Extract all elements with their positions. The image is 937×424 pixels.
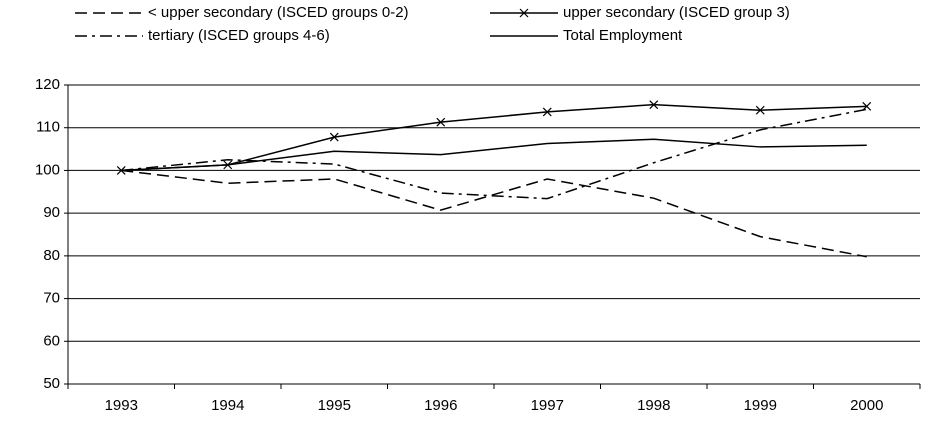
series-line [121,108,867,200]
series-line [121,169,867,258]
marker [755,105,765,115]
marker [862,101,872,111]
x-tick-label: 1997 [531,397,564,414]
x-tick-label: 1998 [637,397,670,414]
y-tick-label: 50 [43,375,60,392]
y-tick-label: 60 [43,332,60,349]
marker [649,100,659,110]
x-tick-label: 1996 [424,397,457,414]
y-tick-label: 80 [43,247,60,264]
series-line [121,138,867,172]
legend-label: < upper secondary (ISCED groups 0-2) [148,4,409,21]
x-tick-label: 2000 [850,397,883,414]
marker [329,132,339,142]
marker [436,117,446,127]
x-tick-label: 1993 [105,397,138,414]
y-tick-label: 120 [35,76,60,93]
marker [519,8,529,18]
legend-label: tertiary (ISCED groups 4-6) [148,27,330,44]
legend-label: Total Employment [563,27,683,44]
x-tick-label: 1994 [211,397,244,414]
y-tick-label: 70 [43,290,60,307]
series-line [121,103,867,172]
y-tick-label: 90 [43,204,60,221]
marker [542,107,552,117]
legend-label: upper secondary (ISCED group 3) [563,4,790,21]
y-tick-label: 110 [36,119,60,136]
y-tick-label: 100 [35,161,60,178]
x-tick-label: 1995 [318,397,351,414]
marker [116,166,126,175]
x-tick-label: 1999 [744,397,777,414]
